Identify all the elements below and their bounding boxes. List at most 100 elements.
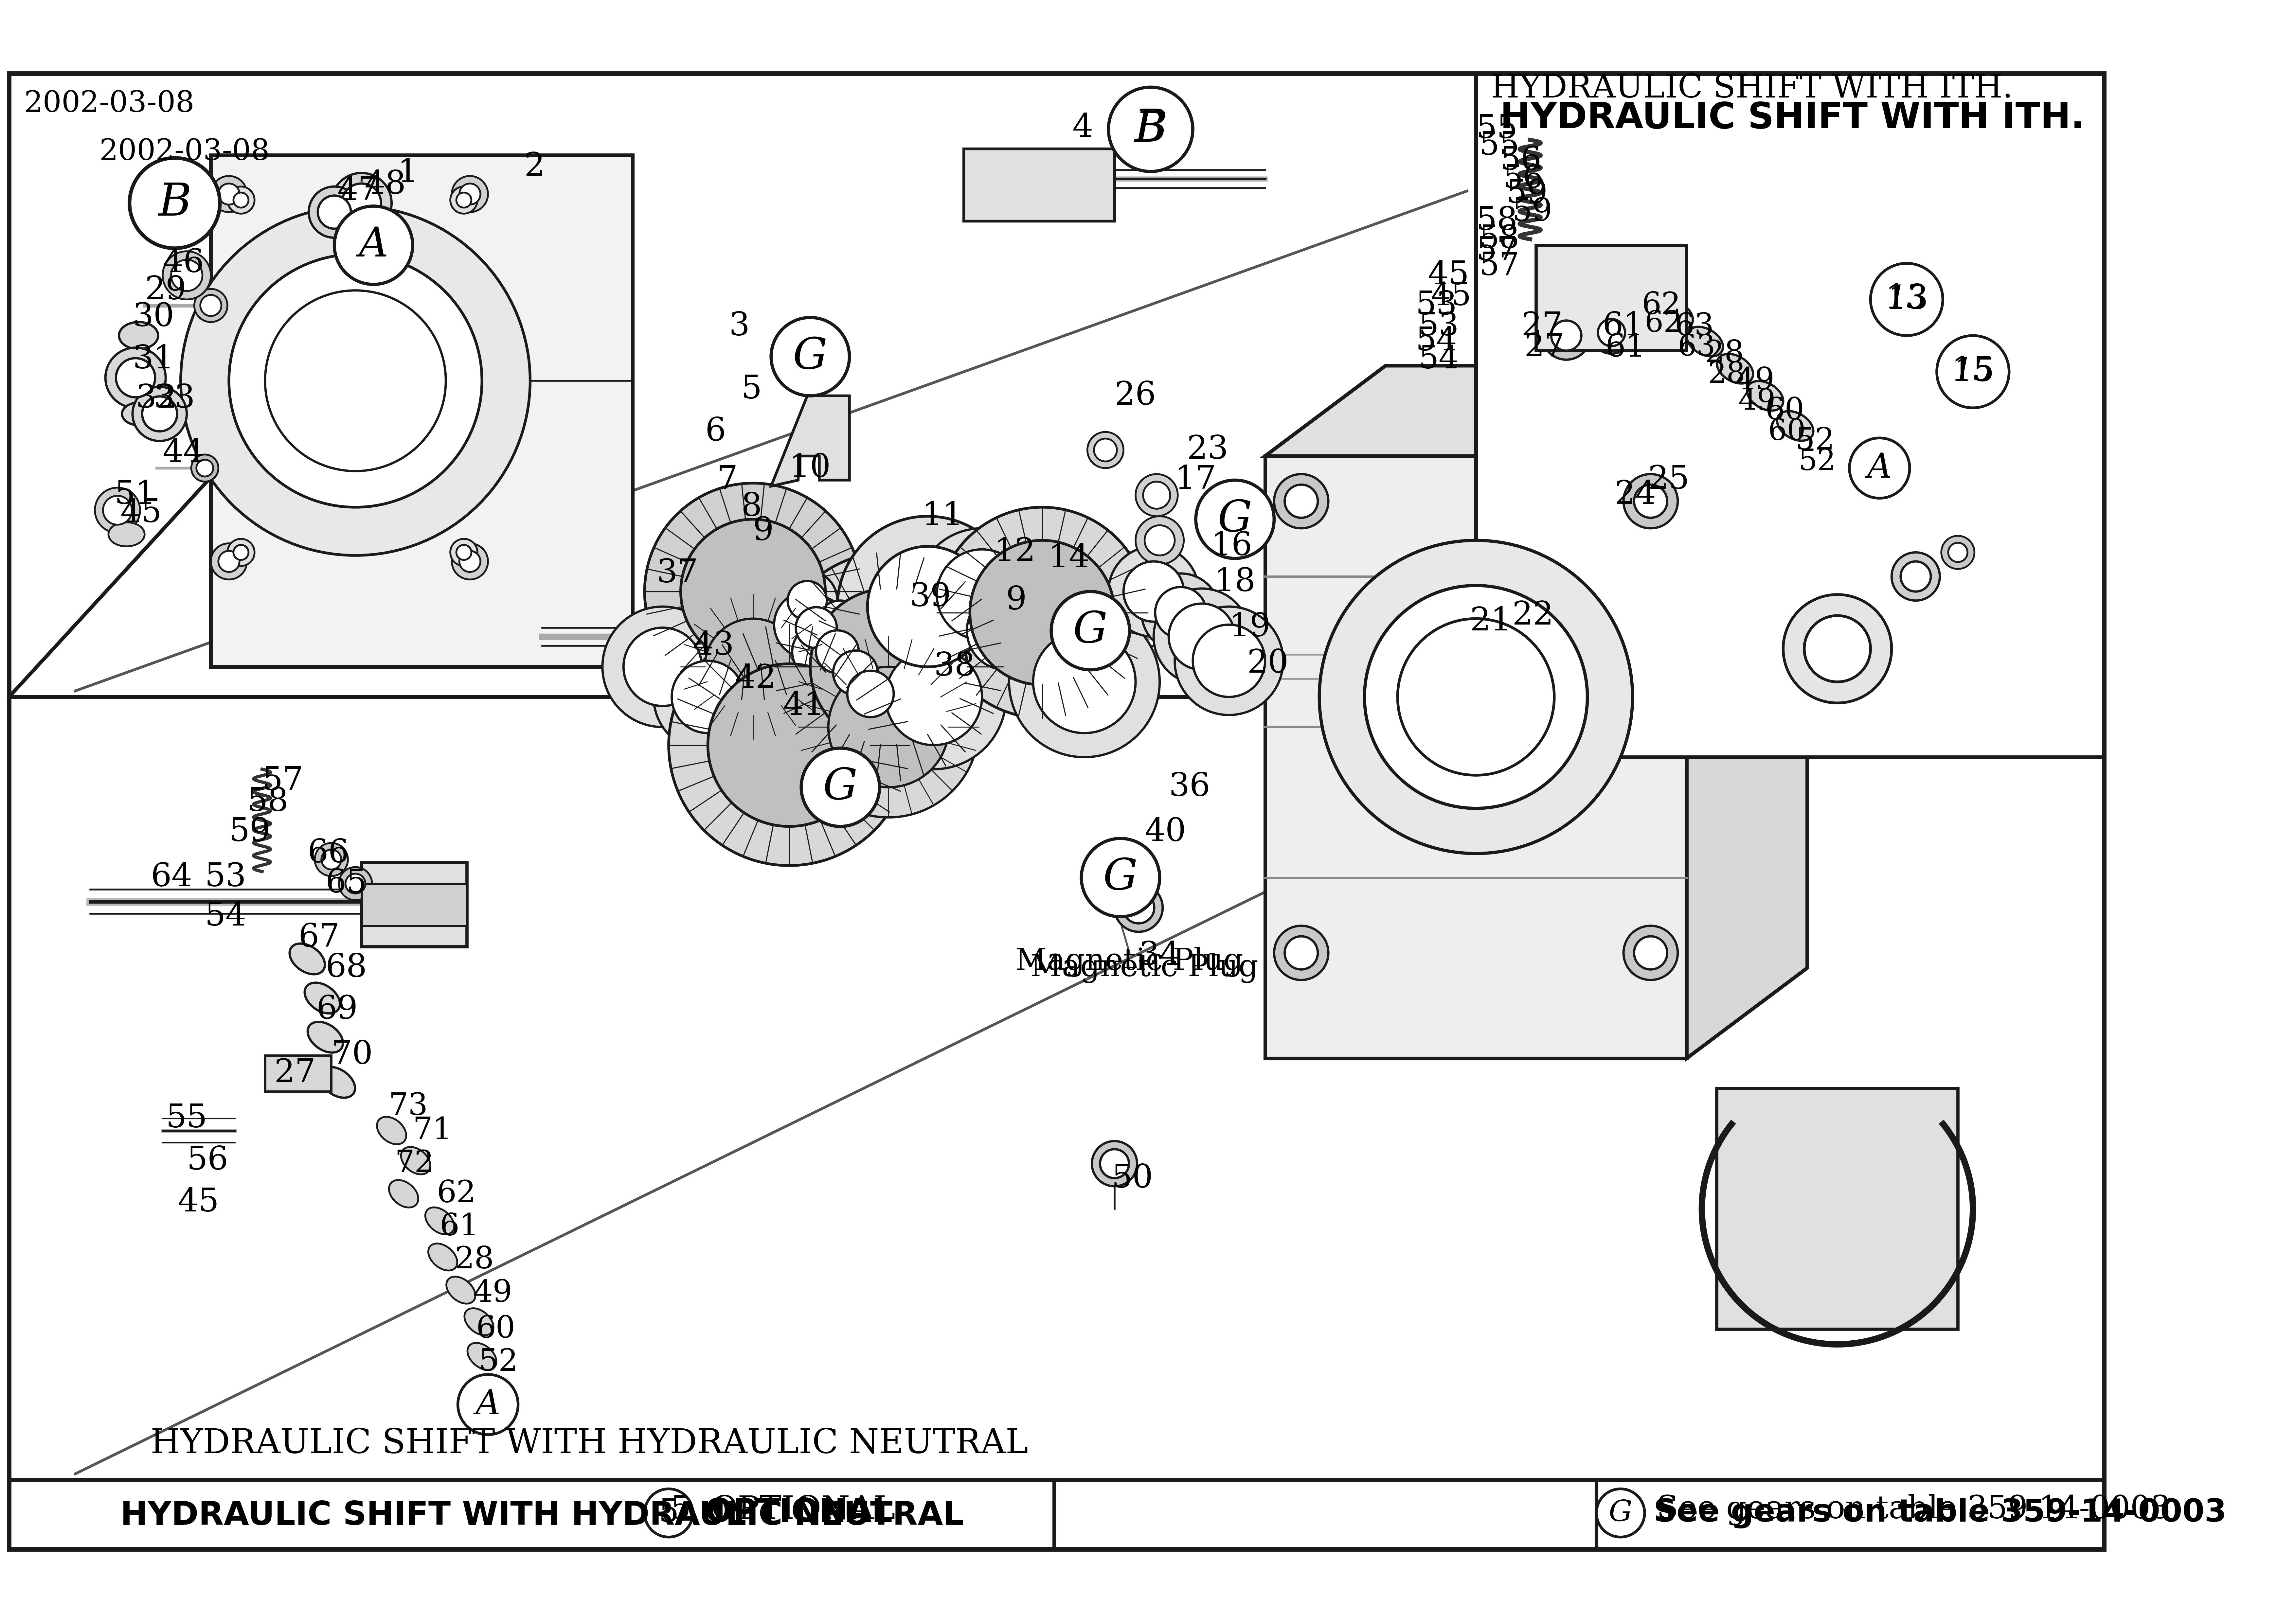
Circle shape [698, 674, 794, 769]
Circle shape [1949, 542, 1968, 562]
Circle shape [815, 630, 859, 674]
Text: 13: 13 [1887, 284, 1926, 315]
Text: 34: 34 [1139, 940, 1180, 972]
Text: 26: 26 [1114, 380, 1157, 412]
Text: 15: 15 [1952, 357, 1993, 388]
Circle shape [1137, 474, 1178, 516]
Text: 58: 58 [248, 787, 289, 818]
Text: G: G [1104, 857, 1139, 899]
Circle shape [1137, 516, 1185, 565]
Circle shape [1871, 263, 1942, 336]
Text: 54: 54 [1419, 344, 1460, 375]
Text: 62: 62 [1642, 291, 1681, 320]
Circle shape [810, 589, 967, 745]
Text: 38: 38 [934, 651, 976, 683]
Text: 59: 59 [1513, 196, 1552, 227]
Text: 7: 7 [716, 464, 737, 495]
Circle shape [218, 550, 239, 571]
Text: 52: 52 [1795, 427, 1835, 456]
Circle shape [1892, 552, 1940, 601]
Text: G: G [792, 336, 827, 378]
Circle shape [218, 183, 239, 204]
Circle shape [886, 649, 983, 745]
Circle shape [1320, 540, 1632, 854]
Ellipse shape [319, 1066, 356, 1097]
Text: 31: 31 [133, 344, 174, 375]
Circle shape [1623, 925, 1678, 980]
Circle shape [457, 193, 471, 208]
Text: 12: 12 [994, 537, 1035, 568]
Text: 40: 40 [1146, 816, 1187, 849]
Text: 56: 56 [1499, 146, 1541, 177]
Text: 14: 14 [1049, 542, 1091, 575]
Circle shape [457, 545, 471, 560]
Text: 53: 53 [1417, 291, 1458, 321]
Ellipse shape [1717, 354, 1754, 383]
Text: 22: 22 [1513, 601, 1554, 631]
Ellipse shape [1777, 411, 1814, 441]
Circle shape [315, 842, 349, 876]
Text: 16: 16 [1210, 531, 1254, 562]
Ellipse shape [377, 1117, 406, 1144]
Circle shape [1552, 320, 1582, 351]
Circle shape [1114, 883, 1162, 932]
Text: 5: 5 [659, 1498, 680, 1529]
Circle shape [1153, 589, 1249, 685]
Text: 9: 9 [1006, 584, 1026, 617]
Circle shape [450, 539, 478, 566]
Circle shape [861, 625, 1006, 769]
Text: 60: 60 [1768, 417, 1805, 446]
Text: 55: 55 [1479, 130, 1520, 161]
Text: 21: 21 [1469, 605, 1511, 638]
Text: 61: 61 [1605, 333, 1646, 364]
Circle shape [1111, 91, 1189, 169]
Circle shape [163, 252, 211, 300]
Circle shape [1938, 336, 2009, 407]
Text: 6: 6 [705, 415, 726, 448]
Text: 56: 56 [186, 1144, 227, 1177]
Text: 49: 49 [473, 1279, 512, 1308]
Text: G: G [1609, 1498, 1632, 1527]
Text: A: A [1867, 451, 1892, 485]
Ellipse shape [464, 1308, 494, 1336]
Circle shape [200, 295, 220, 316]
Text: 42: 42 [735, 664, 776, 695]
Text: 27: 27 [1522, 312, 1564, 342]
Circle shape [820, 610, 886, 675]
Circle shape [181, 206, 530, 555]
Text: 62: 62 [1644, 310, 1683, 338]
Circle shape [785, 596, 847, 659]
Circle shape [342, 183, 381, 222]
Ellipse shape [308, 1022, 342, 1053]
Text: 1: 1 [397, 157, 418, 188]
Text: 51: 51 [115, 479, 156, 511]
Text: 58: 58 [1476, 206, 1518, 237]
Circle shape [845, 638, 884, 677]
Text: HYDRAULIC SHIFT WITH ITH.: HYDRAULIC SHIFT WITH ITH. [1490, 73, 2014, 104]
Circle shape [344, 873, 365, 894]
Circle shape [788, 581, 827, 620]
Circle shape [1146, 526, 1176, 555]
Circle shape [1176, 607, 1283, 716]
Circle shape [1143, 482, 1171, 508]
Text: 25: 25 [1649, 464, 1690, 495]
Circle shape [817, 601, 866, 649]
Text: 59: 59 [1506, 179, 1548, 209]
Ellipse shape [1688, 326, 1722, 357]
Text: HYDRAULIC SHIFT WITH HYDRAULIC NEUTRAL: HYDRAULIC SHIFT WITH HYDRAULIC NEUTRAL [119, 1500, 964, 1532]
Circle shape [195, 289, 227, 321]
Circle shape [774, 591, 840, 657]
Circle shape [106, 347, 165, 407]
Circle shape [335, 206, 413, 284]
Ellipse shape [445, 1277, 475, 1303]
Circle shape [308, 187, 360, 237]
Circle shape [211, 544, 248, 579]
Circle shape [321, 849, 342, 870]
Circle shape [1093, 1141, 1137, 1186]
Text: 54: 54 [204, 901, 246, 932]
Ellipse shape [429, 1243, 457, 1271]
Ellipse shape [388, 1180, 418, 1208]
Text: 45: 45 [119, 498, 163, 529]
Circle shape [838, 516, 1017, 696]
Circle shape [625, 628, 703, 706]
